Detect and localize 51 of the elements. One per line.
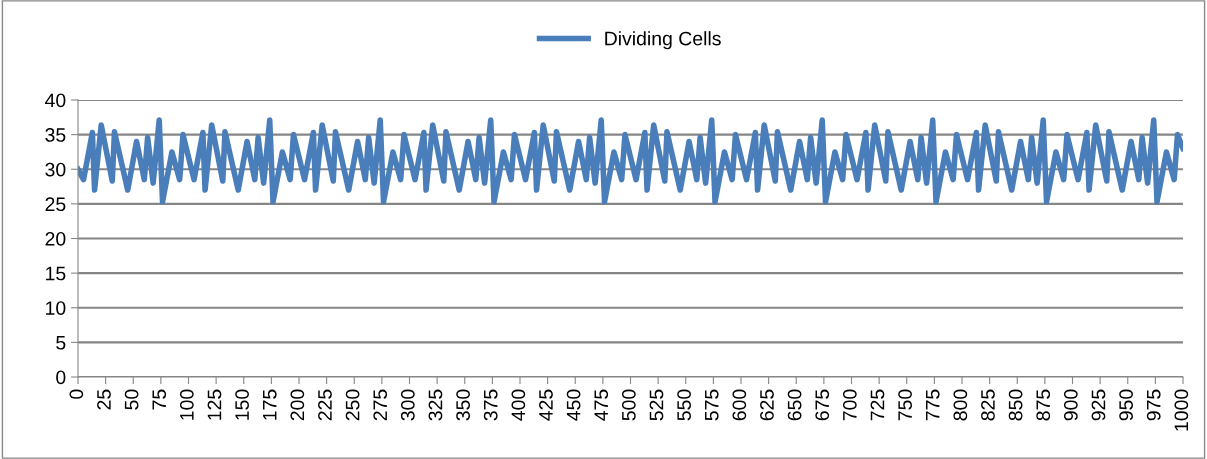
x-tick-label: 350: [456, 389, 470, 421]
x-tick-label: 975: [1146, 389, 1161, 421]
x-tick-label: 725: [870, 389, 885, 421]
x-tick-label: 0: [69, 389, 84, 399]
x-tick-label: 125: [207, 389, 222, 420]
x-tick-label: 400: [511, 389, 526, 421]
y-tick-label: 20: [45, 231, 66, 246]
x-tick-label: 575: [705, 389, 719, 421]
y-tick-label: 10: [46, 301, 66, 315]
x-tick-label: 375: [483, 389, 498, 421]
x-tick-label: 100: [179, 389, 194, 420]
x-tick-label: 500: [621, 389, 636, 421]
x-tick-label: 625: [760, 389, 774, 421]
x-tick-label: 425: [539, 389, 553, 421]
x-tick-label: 950: [1119, 389, 1133, 421]
x-tick-label: 275: [373, 389, 388, 421]
legend-label: Dividing Cells: [605, 31, 721, 50]
x-tick-label: 825: [981, 389, 995, 421]
y-tick-label: 25: [45, 197, 66, 212]
x-tick-label: 1000: [1174, 389, 1189, 431]
x-tick-label: 250: [345, 389, 360, 421]
x-tick-label: 225: [318, 389, 332, 421]
x-tick-label: 50: [124, 389, 139, 410]
x-tick-label: 325: [428, 389, 443, 421]
x-tick-label: 850: [1008, 389, 1023, 421]
x-tick-label: 900: [1063, 389, 1078, 421]
x-tick-label: 450: [566, 389, 581, 421]
x-tick-label: 675: [815, 389, 830, 421]
x-tick-label: 200: [290, 389, 305, 421]
x-tick-label: 600: [732, 389, 747, 421]
y-tick-label: 5: [56, 336, 66, 350]
x-tick-label: 800: [953, 389, 968, 421]
x-tick-label: 150: [235, 389, 249, 420]
x-tick-label: 475: [594, 389, 609, 421]
x-tick-label: 700: [842, 389, 857, 421]
x-tick-label: 300: [400, 389, 415, 421]
x-tick-label: 750: [898, 389, 912, 421]
y-tick-label: 35: [45, 128, 66, 142]
x-tick-label: 775: [926, 389, 940, 421]
y-tick-label: 15: [46, 266, 66, 281]
y-tick-label: 40: [45, 93, 66, 108]
x-tick-label: 175: [263, 389, 277, 420]
x-tick-label: 75: [152, 389, 167, 410]
x-tick-label: 25: [97, 389, 111, 410]
x-tick-label: 875: [1036, 389, 1051, 421]
y-tick-label: 30: [45, 162, 66, 177]
x-tick-label: 650: [787, 389, 802, 421]
x-tick-label: 525: [649, 389, 664, 421]
y-tick-label: 0: [56, 370, 66, 385]
x-tick-label: 550: [677, 389, 691, 421]
x-tick-label: 925: [1091, 389, 1106, 421]
